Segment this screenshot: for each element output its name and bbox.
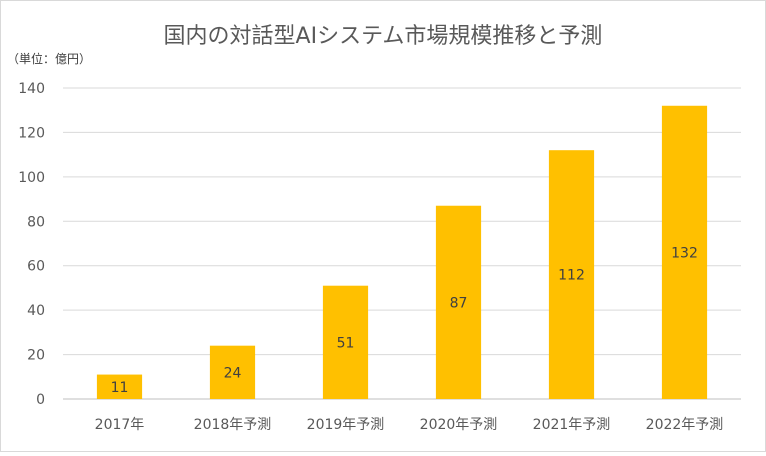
data-label: 87 <box>450 295 468 311</box>
y-axis-ticks: 0 20 40 60 80 100 120 140 <box>18 81 45 408</box>
x-category-label: 2020年予測 <box>420 417 498 433</box>
data-label: 132 <box>671 245 698 261</box>
y-tick-label: 120 <box>18 125 45 141</box>
chart-title: 国内の対話型AIシステム市場規模推移と予測 <box>164 24 603 49</box>
data-label: 11 <box>111 380 129 396</box>
data-label: 51 <box>337 335 355 351</box>
x-category-label: 2017年 <box>95 417 145 433</box>
x-category-label: 2018年予測 <box>194 417 272 433</box>
y-tick-label: 100 <box>18 170 45 186</box>
y-tick-label: 0 <box>36 392 45 408</box>
bar <box>209 345 256 399</box>
x-category-label: 2019年予測 <box>307 417 385 433</box>
x-axis-categories: 2017年 2018年予測 2019年予測 2020年予測 2021年予測 2022年予測 <box>95 417 724 433</box>
x-category-label: 2022年予測 <box>646 417 724 433</box>
bar <box>96 374 143 399</box>
data-label: 112 <box>558 268 585 284</box>
bars <box>96 105 708 400</box>
bar <box>322 285 369 399</box>
y-tick-label: 80 <box>27 214 45 230</box>
bar <box>661 105 708 400</box>
bar <box>548 150 595 399</box>
data-label: 24 <box>224 365 242 381</box>
x-category-label: 2021年予測 <box>533 417 611 433</box>
y-tick-label: 40 <box>27 303 45 319</box>
data-labels: 11 24 51 87 112 132 <box>111 245 698 395</box>
y-tick-label: 140 <box>18 81 45 97</box>
y-tick-label: 20 <box>27 348 45 364</box>
bar <box>435 205 482 399</box>
y-tick-label: 60 <box>27 259 45 275</box>
unit-note: （単位：億円） <box>7 51 91 66</box>
grid-lines <box>63 87 741 400</box>
